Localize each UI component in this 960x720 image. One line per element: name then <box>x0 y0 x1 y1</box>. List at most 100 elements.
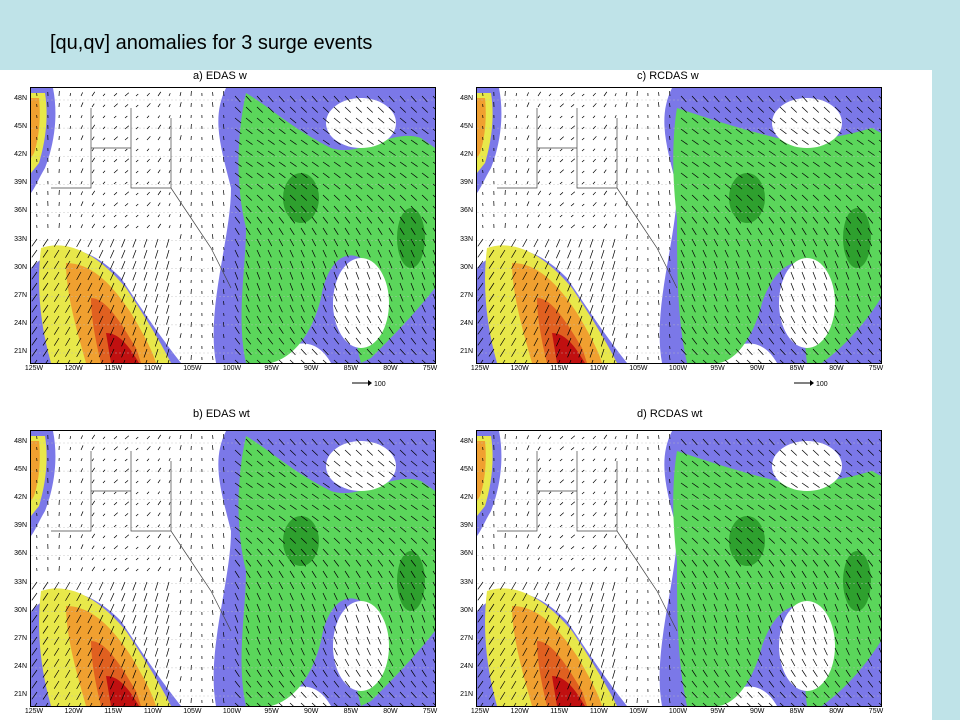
lon-tick-label: 110W <box>143 708 162 715</box>
lon-tick-label: 120W <box>64 365 83 372</box>
lon-tick-label: 125W <box>24 365 44 372</box>
lon-tick-label: 80W <box>829 365 844 372</box>
lat-tick-label: 21N <box>460 691 473 698</box>
lat-tick-label: 24N <box>14 319 27 327</box>
positive-anomaly-strong <box>91 641 141 706</box>
lat-tick-label: 21N <box>460 348 473 355</box>
slide-title: [qu,qv] anomalies for 3 surge events <box>50 32 373 54</box>
lat-tick-label: 27N <box>460 291 473 299</box>
lon-tick-label: 115W <box>550 708 569 715</box>
positive-anomaly-max <box>106 333 139 363</box>
panel-d: d) RCDAS wt 48N 45N 42N 39N 36N 33N 30N 27N 24N 2… <box>448 408 914 720</box>
lat-tick-label: 39N <box>460 522 473 530</box>
strong-negative-patch <box>843 551 871 611</box>
lat-tick-label: 45N <box>460 466 473 474</box>
lon-tick-label: 90W <box>303 365 319 372</box>
lon-tick-label: 100W <box>222 365 242 372</box>
reference-arrow-icon <box>794 380 814 386</box>
lat-tick-label: 36N <box>14 207 27 215</box>
lat-tick-label: 21N <box>14 348 27 355</box>
lon-tick-label: 110W <box>143 365 162 372</box>
lon-tick-label: 120W <box>510 365 529 372</box>
map-panel-a <box>30 87 436 364</box>
lat-tick-label: 48N <box>460 95 473 102</box>
lon-tick-label: 75W <box>868 708 884 715</box>
lat-tick-label: 27N <box>460 634 473 642</box>
strong-negative-patch <box>397 208 425 268</box>
lon-tick-label: 85W <box>789 708 804 715</box>
lon-tick-label: 75W <box>422 708 438 715</box>
lon-tick-label: 125W <box>24 708 44 715</box>
lat-tick-label: 48N <box>460 438 473 445</box>
state-boundaries <box>497 451 678 632</box>
lon-tick-label: 90W <box>749 708 765 715</box>
lon-tick-label: 95W <box>264 365 279 372</box>
map-panel-d <box>476 430 882 707</box>
neutral-region <box>779 258 835 348</box>
lat-tick-label: 36N <box>460 207 473 215</box>
panel-title-d: d) RCDAS wt <box>637 408 703 420</box>
map-graphic-a <box>31 88 435 363</box>
lat-tick-label: 33N <box>460 235 473 243</box>
map-graphic-d <box>477 431 881 706</box>
lon-tick-label: 125W <box>470 365 490 372</box>
lon-tick-label: 120W <box>510 708 529 715</box>
lat-tick-label: 45N <box>460 123 473 131</box>
lat-tick-label: 48N <box>14 95 27 102</box>
lon-tick-label: 85W <box>789 365 804 372</box>
lon-tick-label: 105W <box>183 365 202 372</box>
panel-title-c: c) RCDAS w <box>637 70 699 82</box>
lat-tick-label: 33N <box>14 235 27 243</box>
lat-tick-label: 45N <box>14 123 27 131</box>
lon-tick-label: 80W <box>383 708 398 715</box>
strong-negative-patch <box>397 551 425 611</box>
lon-tick-label: 115W <box>104 708 123 715</box>
neutral-region <box>779 601 835 691</box>
lat-tick-label: 30N <box>460 263 473 271</box>
positive-anomaly-strong <box>91 298 141 363</box>
vector-field <box>477 433 881 706</box>
lon-tick-label: 100W <box>668 365 688 372</box>
lon-tick-label: 75W <box>868 365 884 372</box>
positive-anomaly-max <box>106 676 139 706</box>
lon-tick-label: 85W <box>343 708 358 715</box>
lon-tick-label: 80W <box>383 365 398 372</box>
neutral-region <box>333 258 389 348</box>
lat-tick-label: 27N <box>14 291 27 299</box>
lon-tick-label: 95W <box>710 365 725 372</box>
lat-tick-label: 42N <box>14 494 27 502</box>
lon-tick-label: 125W <box>470 708 490 715</box>
lon-tick-label: 95W <box>710 708 725 715</box>
lon-tick-label: 95W <box>264 708 279 715</box>
lon-tick-label: 110W <box>589 365 608 372</box>
lon-tick-label: 100W <box>668 708 688 715</box>
lat-tick-label: 24N <box>14 662 27 670</box>
positive-anomaly-strong <box>537 641 587 706</box>
panel-b: b) EDAS wt 48N 45N 42N 39N 36N 33N 30N 27N 24N 21… <box>0 408 466 720</box>
lon-tick-label: 75W <box>422 365 438 372</box>
lat-tick-label: 24N <box>460 662 473 670</box>
lon-tick-label: 105W <box>629 708 648 715</box>
vector-field <box>31 90 435 363</box>
lon-tick-label: 90W <box>303 708 319 715</box>
map-panel-c <box>476 87 882 364</box>
neutral-region <box>326 98 396 148</box>
lat-tick-label: 42N <box>460 151 473 159</box>
lon-tick-label: 115W <box>104 365 123 372</box>
reference-vector-label-c: 100 <box>815 381 828 388</box>
lat-tick-label: 30N <box>460 606 473 614</box>
lon-tick-label: 90W <box>749 365 765 372</box>
lon-tick-label: 105W <box>183 708 202 715</box>
positive-anomaly-max <box>552 333 585 363</box>
positive-anomaly-max <box>552 676 585 706</box>
lat-tick-label: 36N <box>460 550 473 558</box>
map-graphic-c <box>477 88 881 363</box>
lat-tick-label: 36N <box>14 550 27 558</box>
lat-tick-label: 48N <box>14 438 27 445</box>
state-boundaries <box>51 451 232 632</box>
figure-area: a) EDAS w 100 48N 45N 42N 39N 36N 33N 30N 27N 24… <box>0 70 932 720</box>
neutral-region <box>772 441 842 491</box>
lat-tick-label: 33N <box>460 578 473 586</box>
lat-tick-label: 30N <box>14 606 27 614</box>
lat-tick-label: 45N <box>14 466 27 474</box>
